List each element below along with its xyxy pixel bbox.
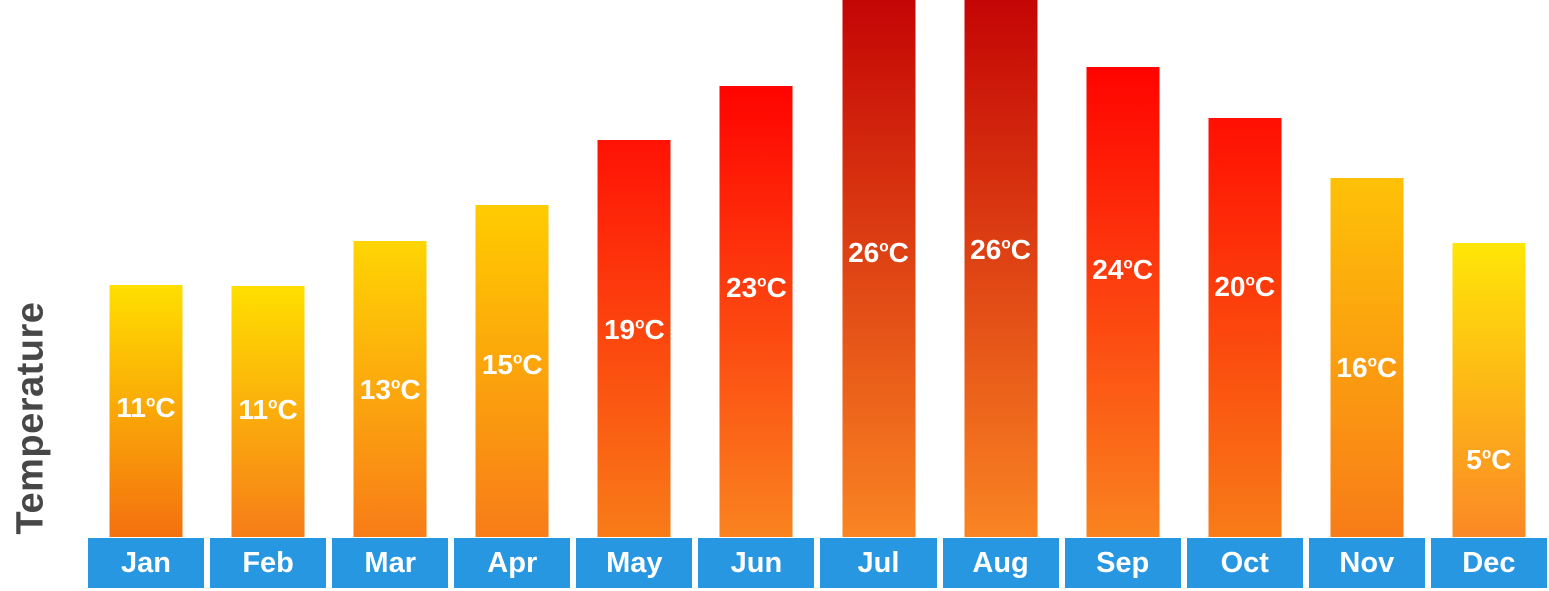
month-box-mar: Mar xyxy=(332,538,449,588)
temp-bar-jul: 26oC xyxy=(842,0,915,537)
bar-column-aug: 26oC Aug xyxy=(942,0,1059,591)
y-axis-label: Temperature xyxy=(9,301,52,535)
bar-column-jun: 23oC Jun xyxy=(698,0,815,591)
degree-mark: o xyxy=(390,375,401,393)
month-box-jun: Jun xyxy=(698,538,815,588)
degree-mark: o xyxy=(1001,235,1011,253)
bar-column-may: 19oC May xyxy=(576,0,693,591)
month-box-may: May xyxy=(576,538,693,588)
month-box-oct: Oct xyxy=(1186,538,1303,588)
bar-column-oct: 20oC Oct xyxy=(1186,0,1303,591)
temp-bar-feb: 11oC xyxy=(231,286,305,537)
bar-column-feb: 11oC Feb xyxy=(210,0,327,591)
degree-mark: o xyxy=(879,238,889,256)
month-box-nov: Nov xyxy=(1308,538,1425,588)
month-box-feb: Feb xyxy=(210,538,327,588)
degree-mark: o xyxy=(757,273,767,291)
temp-value-label-aug: 26oC xyxy=(970,234,1031,265)
bar-column-apr: 15oC Apr xyxy=(454,0,571,591)
temp-value-label-jul: 26oC xyxy=(848,237,909,268)
temp-bar-nov: 16oC xyxy=(1330,178,1404,537)
temp-bar-aug: 26oC xyxy=(964,0,1038,537)
temp-bar-mar: 13oC xyxy=(353,241,427,537)
degree-mark: o xyxy=(635,315,645,333)
month-box-jan: Jan xyxy=(88,538,205,588)
temp-value-label-sep: 24oC xyxy=(1092,254,1154,285)
temp-bar-dec: 5oC xyxy=(1452,243,1526,537)
month-box-sep: Sep xyxy=(1064,538,1181,588)
temp-value-label-dec: 5oC xyxy=(1466,444,1512,475)
degree-mark: o xyxy=(268,395,278,413)
month-box-aug: Aug xyxy=(942,538,1059,588)
temp-bar-may: 19oC xyxy=(597,140,671,537)
degree-mark: o xyxy=(146,393,156,411)
temp-value-label-nov: 16oC xyxy=(1336,352,1398,383)
bar-columns: 11oC Jan 11oC Feb 13oC Mar 15oC Apr 19oC May 23oC J… xyxy=(88,0,1547,591)
temp-bar-apr: 15oC xyxy=(475,205,549,537)
temp-bar-jun: 23oC xyxy=(719,86,793,537)
temp-bar-sep: 24oC xyxy=(1086,67,1160,537)
temp-value-label-jan: 11oC xyxy=(116,392,176,423)
bar-column-nov: 16oC Nov xyxy=(1308,0,1425,591)
degree-mark: o xyxy=(1123,255,1133,273)
month-box-dec: Dec xyxy=(1430,538,1547,588)
temp-bar-oct: 20oC xyxy=(1208,118,1282,537)
temp-value-label-may: 19oC xyxy=(603,314,665,345)
bar-column-jan: 11oC Jan xyxy=(88,0,205,591)
bar-column-dec: 5oC Dec xyxy=(1430,0,1547,591)
temp-value-label-mar: 13oC xyxy=(359,374,421,405)
bar-column-mar: 13oC Mar xyxy=(332,0,449,591)
bar-column-sep: 24oC Sep xyxy=(1064,0,1181,591)
degree-mark: o xyxy=(1367,353,1377,371)
temp-value-label-jun: 23oC xyxy=(726,272,787,303)
degree-mark: o xyxy=(1481,445,1492,463)
bar-column-jul: 26oC Jul xyxy=(820,0,937,591)
temp-bar-jan: 11oC xyxy=(109,285,183,537)
temp-value-label-apr: 15oC xyxy=(481,349,543,380)
temp-value-label-oct: 20oC xyxy=(1214,271,1276,302)
month-box-jul: Jul xyxy=(820,538,937,588)
temp-value-label-feb: 11oC xyxy=(238,394,298,425)
month-box-apr: Apr xyxy=(454,538,571,588)
degree-mark: o xyxy=(513,350,523,368)
degree-mark: o xyxy=(1245,272,1255,290)
